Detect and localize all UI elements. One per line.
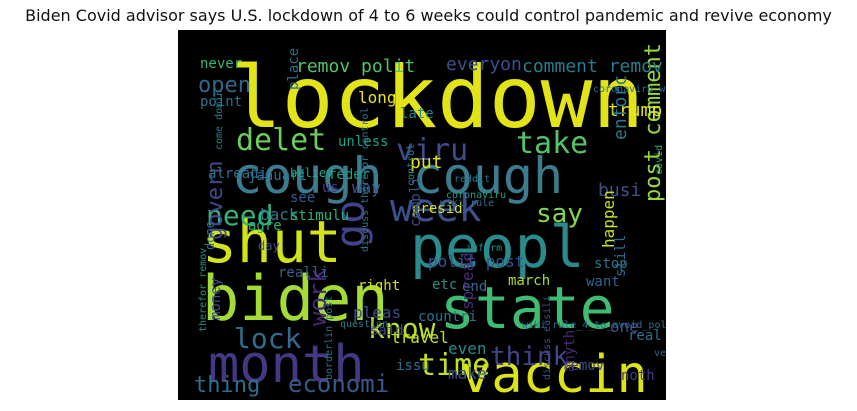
word-one: one <box>610 317 639 336</box>
word-economi: economi <box>288 370 389 398</box>
word-post-comment: post comment <box>641 43 666 202</box>
word-presid: presid <box>412 201 463 217</box>
word-march: march <box>508 273 550 289</box>
word-go: go <box>328 200 374 248</box>
word-open: open <box>198 73 251 98</box>
word-thing: thing <box>194 373 260 398</box>
word-said: said <box>370 323 404 339</box>
word-believ: believ <box>290 166 333 180</box>
word-never: never <box>200 56 242 72</box>
word-need: need <box>206 199 273 232</box>
word-cough-cough: cough cough <box>232 147 563 205</box>
word-remov-polit: remov polit <box>296 56 415 77</box>
word-end: end <box>462 279 487 295</box>
word-see: see <box>290 190 315 206</box>
word-take: take <box>516 126 588 161</box>
word-lockdown: lockdown <box>230 48 644 148</box>
word-day: day <box>258 239 280 253</box>
word-vaccin: vaccin <box>460 345 648 400</box>
word-comment-remov: comment remov <box>522 56 663 77</box>
word-stimulu: stimulu <box>290 208 349 224</box>
word-agre: agre <box>248 218 282 234</box>
word-done: done <box>203 221 217 250</box>
word-polit-post: polit post <box>428 252 524 271</box>
word-stop: stop <box>594 256 628 272</box>
word-want: want <box>586 274 620 290</box>
word-trump: trump <box>608 100 662 121</box>
chart-title: Biden Covid advisor says U.S. lockdown o… <box>25 6 832 25</box>
word-delet: delet <box>236 123 326 158</box>
word-pleas: pleas <box>353 303 401 322</box>
word-time: time <box>418 348 490 383</box>
word-cloud: lockdown cough cough peopl state biden shut mo… <box>178 30 666 400</box>
word-busi: busi <box>598 180 641 201</box>
word-reddit: reddit <box>454 174 490 185</box>
word-real: real <box>628 328 662 344</box>
word-feder: feder <box>328 167 370 183</box>
word-state: state <box>440 274 615 342</box>
word-govern: govern <box>203 161 228 240</box>
word-anyth: anyth <box>562 330 578 372</box>
word-travel: travel <box>391 328 449 347</box>
word-control: control <box>406 144 417 186</box>
word-realli: realli <box>278 265 329 281</box>
word-lock: lock <box>234 322 302 355</box>
word-say: say <box>536 199 583 229</box>
word-back: back <box>260 205 299 224</box>
word-issu: issu <box>396 358 430 374</box>
word-remov: remov <box>562 358 604 374</box>
word-etc: etc <box>432 277 457 293</box>
word-point: point <box>200 94 242 110</box>
word-unless: unless <box>338 134 389 150</box>
word-happen: happen <box>599 190 618 248</box>
word-inform: inform <box>466 243 502 254</box>
word-put: put <box>410 152 443 173</box>
word-viru: viru <box>396 133 468 168</box>
word-make: make <box>448 364 487 383</box>
word-therefor-remov: therefor remov <box>198 248 209 332</box>
word-enforc: enforc <box>610 75 631 140</box>
word-question: question <box>340 319 388 330</box>
word-januari: januari <box>248 168 307 184</box>
word-ve: ve <box>654 348 666 359</box>
word-noth: noth <box>621 368 655 384</box>
word-spread: spread <box>458 252 477 310</box>
word-shut: shut <box>202 208 342 276</box>
word-discuss-therefor-control: discuss therefor control <box>360 108 371 253</box>
word-peopl: peopl <box>410 213 585 281</box>
word-covid: covid <box>654 145 665 175</box>
word-biden: biden <box>202 262 389 335</box>
word-way: way <box>352 178 381 197</box>
word-late: late <box>400 106 434 122</box>
word-us: us <box>322 180 339 196</box>
word-everyon: everyon <box>446 54 522 75</box>
word-work: work <box>304 268 332 326</box>
word-coronaviru: coronaviru <box>446 190 506 201</box>
word-countri: countri <box>418 309 477 325</box>
word-think: think <box>490 342 569 372</box>
word-borderlin-post: borderlin post <box>324 296 335 380</box>
word-alreadi: alreadi <box>208 166 267 182</box>
word-come-domin: come domin <box>214 90 225 150</box>
word-place: place <box>286 48 302 90</box>
word-know: know <box>368 312 436 345</box>
word-money: money <box>208 278 224 320</box>
word-week: week <box>390 186 482 230</box>
word-discuss-easili: discuss easili <box>542 296 553 380</box>
word-even: even <box>448 339 487 358</box>
word-month: month <box>208 335 365 395</box>
word-long: long <box>358 88 397 107</box>
word-still: still <box>613 235 629 277</box>
word-right: right <box>358 278 400 294</box>
word-coronaviru-wiki: coronaviru wiki <box>593 84 666 95</box>
word-wiki-rule: wiki rule <box>440 198 494 209</box>
word-compli: compli <box>408 176 424 227</box>
word-wiki-rule-4-to-avoid-polit: wiki rule_4_to_avoid_polit <box>522 320 666 331</box>
